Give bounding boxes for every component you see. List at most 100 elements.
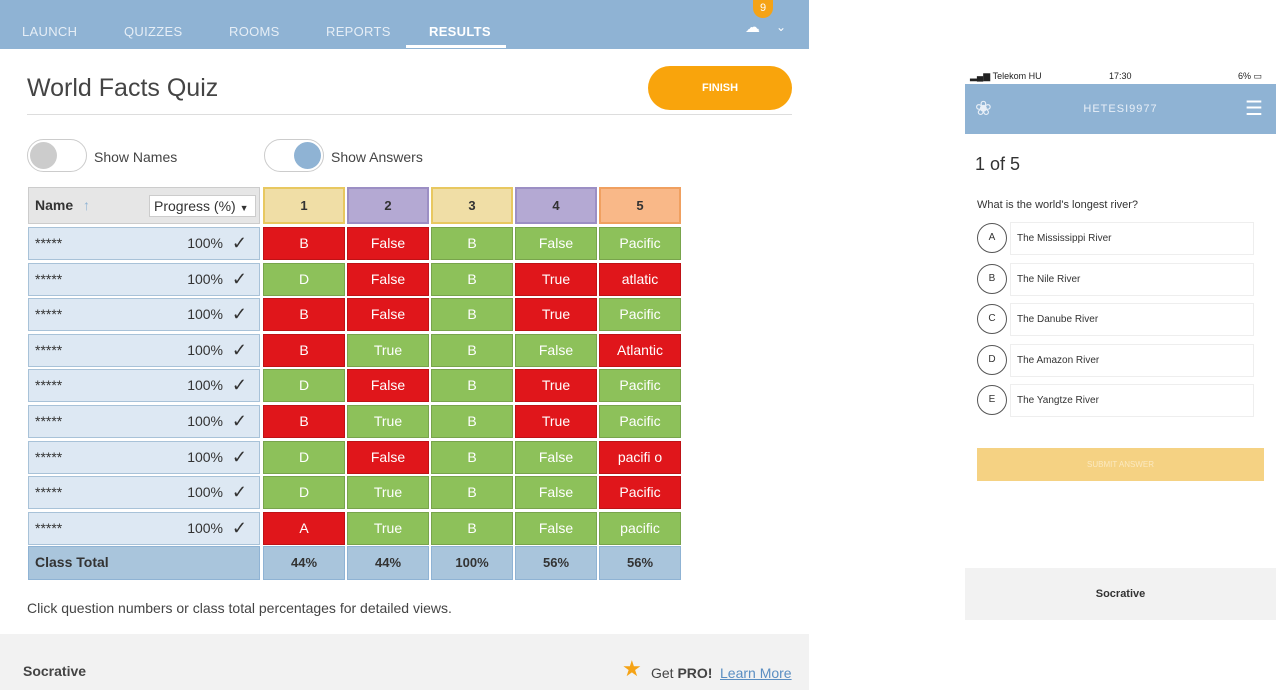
answer-cell[interactable]: A (263, 511, 345, 545)
progress-select[interactable]: Progress (%) ▼ (149, 195, 256, 217)
learn-more-link[interactable]: Learn More (720, 665, 792, 681)
answer-option-a[interactable]: A The Mississippi River (977, 222, 1254, 255)
answer-cell[interactable]: False (515, 476, 597, 510)
answer-cell[interactable]: True (515, 405, 597, 438)
progress-value: 100% (187, 448, 223, 465)
answer-cell[interactable]: D (263, 476, 345, 510)
answer-option-e[interactable]: E The Yangtze River (977, 384, 1254, 417)
student-row-name: ***** 100% ✓ (28, 333, 260, 367)
logo-icon: ❀ (975, 98, 992, 120)
answer-cell[interactable]: B (431, 476, 513, 510)
answer-cell[interactable]: True (347, 511, 429, 545)
answer-cell[interactable]: Pacific (599, 476, 681, 510)
answer-cell[interactable]: B (431, 262, 513, 296)
tab-quizzes[interactable]: QUIZZES (124, 24, 183, 39)
question-header-5[interactable]: 5 (599, 187, 681, 224)
student-name: ***** (35, 484, 63, 501)
class-total-q3[interactable]: 100% (431, 546, 513, 580)
menu-icon[interactable]: ☰ (1245, 98, 1263, 120)
answer-cell[interactable]: True (347, 405, 429, 438)
answer-cell[interactable]: Pacific (599, 369, 681, 403)
finish-button[interactable]: FINISH (648, 66, 792, 110)
answer-option-b[interactable]: B The Nile River (977, 262, 1254, 296)
answer-cell[interactable]: D (263, 262, 345, 296)
check-icon: ✓ (231, 411, 247, 431)
answer-cell[interactable]: False (515, 227, 597, 260)
class-total-q1[interactable]: 44% (263, 546, 345, 580)
option-letter: E (977, 385, 1007, 415)
answer-cell[interactable]: B (431, 511, 513, 545)
answer-cell[interactable]: False (515, 333, 597, 367)
class-total-q4[interactable]: 56% (515, 546, 597, 580)
clock: 17:30 (1109, 71, 1132, 81)
answer-cell[interactable]: pacifi o (599, 440, 681, 474)
answer-cell[interactable]: B (431, 440, 513, 474)
tab-rooms[interactable]: ROOMS (229, 24, 280, 39)
answer-cell[interactable]: B (431, 333, 513, 367)
answer-cell[interactable]: pacific (599, 511, 681, 545)
sort-arrow-icon: ↑ (83, 197, 91, 213)
submit-answer-button[interactable]: SUBMIT ANSWER (977, 448, 1264, 481)
answer-cell[interactable]: D (263, 369, 345, 403)
answer-cell[interactable]: B (263, 405, 345, 438)
answer-cell[interactable]: B (263, 333, 345, 367)
question-header-2[interactable]: 2 (347, 187, 429, 224)
answer-cell[interactable]: False (515, 440, 597, 474)
answer-cell[interactable]: B (263, 227, 345, 260)
answer-cell[interactable]: False (347, 262, 429, 296)
chevron-down-icon[interactable]: ⌄ (776, 20, 787, 34)
answer-cell[interactable]: False (515, 511, 597, 545)
show-names-toggle[interactable] (27, 139, 87, 172)
question-header-4[interactable]: 4 (515, 187, 597, 224)
room-name: HETESI9977 (1083, 103, 1158, 115)
question-text: What is the world's longest river? (977, 199, 1139, 211)
user-icon[interactable]: ☁ (745, 19, 760, 36)
class-total-q5[interactable]: 56% (599, 546, 681, 580)
class-total-q2[interactable]: 44% (347, 546, 429, 580)
mobile-header: ❀ HETESI9977 ☰ (965, 84, 1276, 134)
answer-option-d[interactable]: D The Amazon River (977, 343, 1254, 377)
answer-cell[interactable]: atlatic (599, 262, 681, 296)
answer-cell[interactable]: True (515, 298, 597, 332)
answer-cell[interactable]: False (347, 298, 429, 332)
top-nav: LAUNCH QUIZZES ROOMS REPORTS RESULTS 9 ☁… (0, 0, 809, 49)
progress-value: 100% (187, 341, 223, 358)
answer-cell[interactable]: Pacific (599, 298, 681, 332)
pro-label: PRO! (677, 665, 713, 681)
question-header-3[interactable]: 3 (431, 187, 513, 224)
student-row-name: ***** 100% ✓ (28, 227, 260, 260)
tab-launch[interactable]: LAUNCH (22, 24, 78, 39)
progress-select-value: Progress (%) (154, 198, 236, 214)
student-name: ***** (35, 519, 63, 536)
check-icon: ✓ (231, 339, 247, 360)
question-header-1[interactable]: 1 (263, 187, 345, 224)
answer-cell[interactable]: True (515, 262, 597, 296)
answer-cell[interactable]: False (347, 369, 429, 403)
answer-cell[interactable]: True (347, 333, 429, 367)
answer-cell[interactable]: False (347, 440, 429, 474)
name-header[interactable]: Name ↑ Progress (%) ▼ (28, 187, 260, 224)
battery: 6% ▭ (1238, 71, 1263, 81)
answer-cell[interactable]: B (263, 298, 345, 332)
answer-cell[interactable]: False (347, 227, 429, 260)
footer: Socrative ★ Get PRO! Learn More (0, 634, 809, 690)
student-name: ***** (35, 341, 63, 358)
show-answers-toggle[interactable] (264, 139, 324, 172)
answer-cell[interactable]: B (431, 298, 513, 332)
answer-cell[interactable]: B (431, 405, 513, 438)
check-icon: ✓ (231, 304, 247, 325)
tab-results[interactable]: RESULTS (429, 24, 491, 39)
answer-cell[interactable]: D (263, 440, 345, 474)
answer-cell[interactable]: Pacific (599, 227, 681, 260)
answer-cell[interactable]: B (431, 227, 513, 260)
answer-cell[interactable]: True (347, 476, 429, 510)
student-row-name: ***** 100% ✓ (28, 298, 260, 332)
answer-cell[interactable]: Atlantic (599, 333, 681, 367)
answer-cell[interactable]: Pacific (599, 405, 681, 438)
progress-value: 100% (187, 484, 223, 501)
student-name: ***** (35, 377, 63, 394)
answer-cell[interactable]: B (431, 369, 513, 403)
answer-cell[interactable]: True (515, 369, 597, 403)
tab-reports[interactable]: REPORTS (326, 24, 391, 39)
answer-option-c[interactable]: C The Danube River (977, 303, 1254, 336)
